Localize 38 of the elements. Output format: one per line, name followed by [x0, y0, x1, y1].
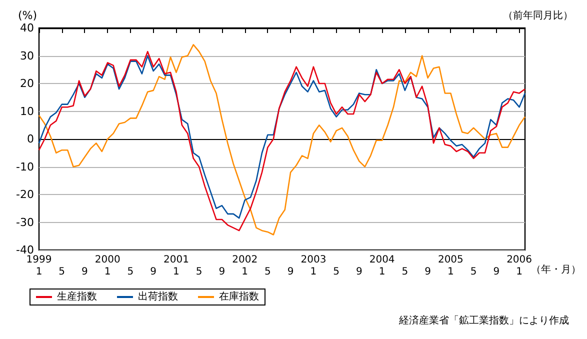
x-tick-label: 5 [264, 266, 271, 278]
y-tick-label: 0 [27, 132, 34, 146]
x-tick-label: 9 [82, 266, 88, 278]
x-tick-label: 2001 1 [163, 254, 189, 278]
x-tick-label: 2005 1 [438, 254, 464, 278]
x-tick-label: 2000 1 [94, 254, 120, 278]
x-tick-label: 5 [58, 266, 66, 278]
y-tick-label: -10 [16, 160, 34, 174]
y-tick-label: -40 [16, 244, 34, 256]
y-tick-label: 30 [20, 49, 34, 62]
y-tick-label: 40 [20, 22, 34, 34]
x-tick-label: 5 [470, 266, 477, 278]
y-tick-label: 20 [20, 77, 34, 90]
x-tick-label: 5 [196, 266, 202, 278]
y-axis-title: (%) [18, 9, 38, 22]
legend-label: 在庫指数 [219, 290, 259, 302]
x-tick-label: 2004 1 [369, 254, 395, 278]
x-tick-label: 9 [150, 266, 157, 278]
x-tick-label: 5 [402, 266, 408, 278]
legend-label: 出荷指数 [138, 290, 178, 302]
x-tick-label: 2003 1 [300, 254, 326, 278]
x-tick-label: 9 [493, 266, 500, 278]
x-tick-label: 9 [356, 266, 362, 278]
chart-subtitle: （前年同月比） [503, 10, 573, 22]
x-tick-label: 5 [127, 266, 134, 278]
text: 経済産業省「鉱工業指数」により作成 [398, 314, 569, 326]
x-axis-title: （年・月） [531, 264, 581, 276]
x-tick-label: 9 [218, 266, 226, 278]
x-tick-label: 1999 1 [26, 254, 52, 278]
y-tick-label: -30 [16, 216, 34, 229]
x-tick-label: 5 [333, 266, 340, 278]
y-tick-label: 10 [20, 104, 34, 118]
legend-label: 生産指数 [57, 290, 97, 302]
y-tick-label: -20 [16, 188, 34, 201]
x-tick-label: 2006 1 [506, 254, 532, 278]
x-tick-label: 9 [424, 266, 431, 278]
x-tick-label: 9 [287, 266, 294, 278]
x-tick-label: 2002 1 [232, 254, 258, 278]
